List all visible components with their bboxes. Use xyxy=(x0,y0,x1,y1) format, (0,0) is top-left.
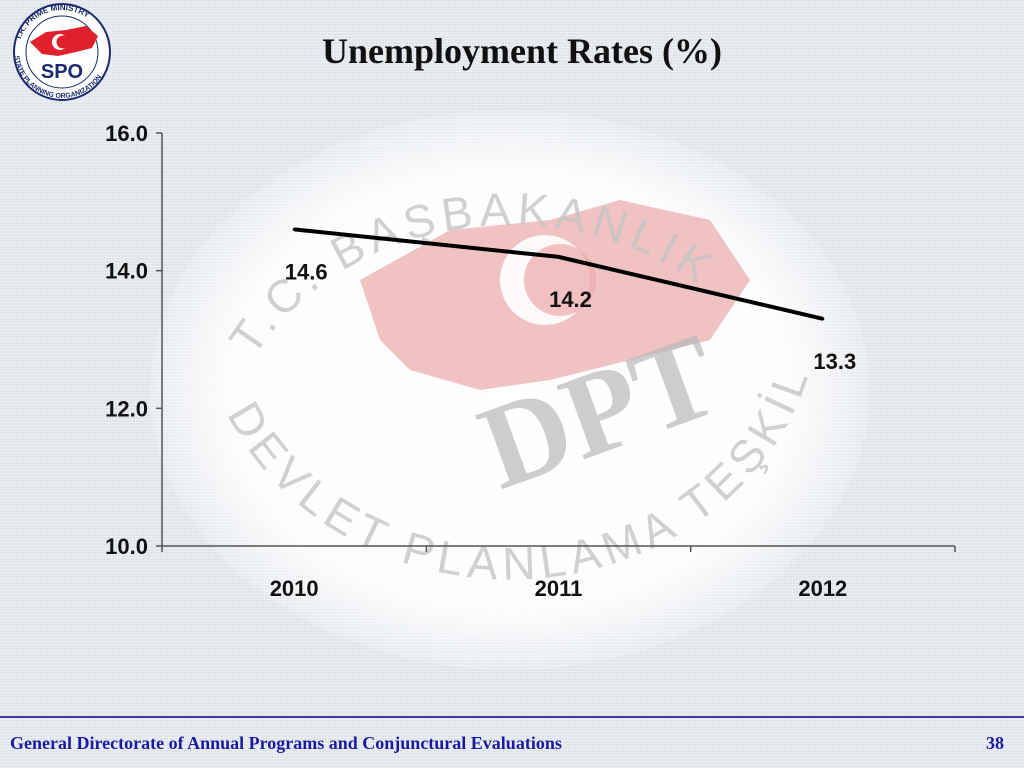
footer-text: General Directorate of Annual Programs a… xyxy=(10,733,562,753)
y-tick-label: 12.0 xyxy=(105,396,148,421)
spo-logo-abbr: SPO xyxy=(41,61,83,83)
watermark-seal-image: DPT T.C. BAŞBAKANLIK DEVLET PLANLAMA TEŞ… xyxy=(133,68,814,590)
x-tick-label: 2011 xyxy=(535,576,583,601)
data-point xyxy=(557,255,560,259)
data-label: 13.3 xyxy=(813,349,856,374)
data-label: 14.6 xyxy=(285,259,328,284)
page-number: 38 xyxy=(986,733,1004,753)
x-tick-label: 2010 xyxy=(270,576,319,601)
spo-logo: SPO T.R. PRIME MINISTRY STATE PLANNING O… xyxy=(6,2,116,102)
spo-logo-seal: SPO T.R. PRIME MINISTRY STATE PLANNING O… xyxy=(12,3,111,101)
x-tick-label: 2012 xyxy=(798,576,847,601)
y-tick-label: 16.0 xyxy=(105,121,148,146)
data-label: 14.2 xyxy=(549,287,592,312)
footer-divider xyxy=(0,716,1024,718)
chart-title: Unemployment Rates (%) xyxy=(322,31,722,71)
y-tick-label: 14.0 xyxy=(105,259,148,284)
watermark-background: DPT T.C. BAŞBAKANLIK DEVLET PLANLAMA TEŞ… xyxy=(133,68,870,670)
data-point xyxy=(292,227,296,231)
y-tick-label: 10.0 xyxy=(105,534,148,559)
data-point xyxy=(821,317,825,321)
